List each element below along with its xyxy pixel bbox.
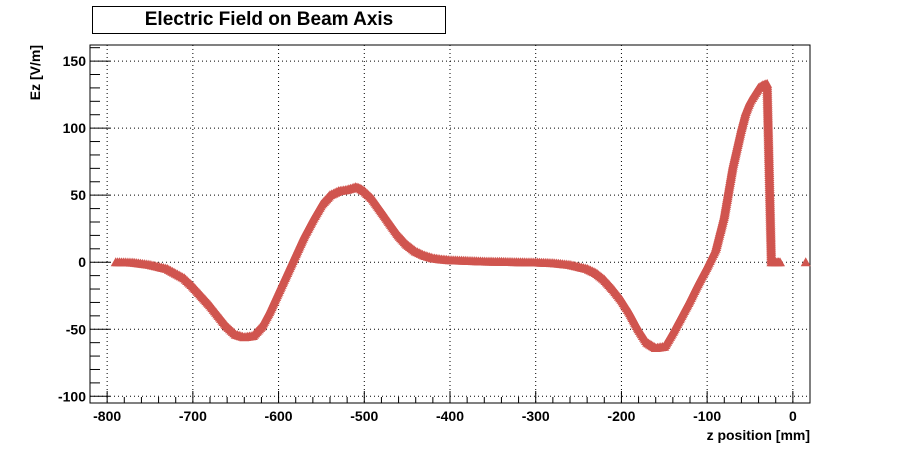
x-tick-label: -400 [436, 408, 464, 424]
y-axis-label: Ez [V/m] [27, 45, 43, 100]
data-marks-layer [110, 78, 811, 353]
y-tick-label: -100 [58, 388, 86, 404]
y-tick-label: 0 [78, 254, 86, 270]
data-point [800, 257, 811, 267]
chart-title: Electric Field on Beam Axis [92, 6, 446, 34]
y-tick-label: 50 [70, 187, 86, 203]
grid-layer [90, 45, 810, 403]
x-tick-label: -500 [350, 408, 378, 424]
x-tick-label: 0 [789, 408, 797, 424]
data-point [775, 257, 785, 267]
x-tick-label: -300 [522, 408, 550, 424]
x-tick-label: -800 [93, 408, 121, 424]
y-tick-label: 150 [63, 53, 87, 69]
x-tick-label: -200 [607, 408, 635, 424]
x-tick-label: -600 [265, 408, 293, 424]
x-tick-label: -100 [693, 408, 721, 424]
tick-layer [89, 47, 811, 403]
x-tick-label: -700 [179, 408, 207, 424]
tick-label-layer: -800 -700 -600 -500 -400 -300 -200 -100 0-100-50… [58, 53, 797, 424]
y-tick-label: 100 [63, 120, 87, 136]
y-tick-label: -50 [66, 321, 86, 337]
x-axis-label: z position [mm] [707, 427, 810, 443]
